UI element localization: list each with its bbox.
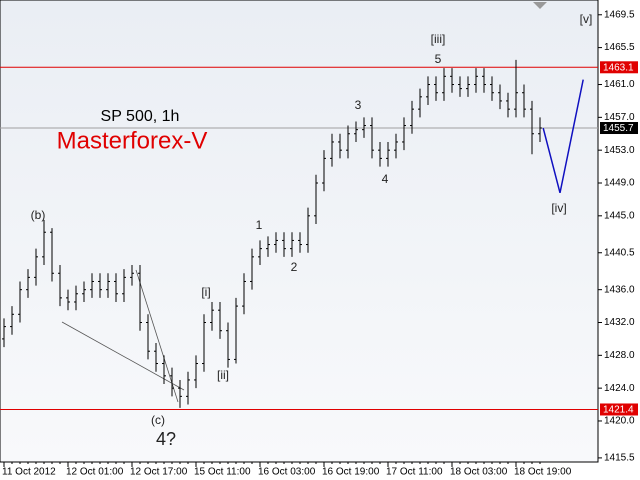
y-tick-label: 1465.5 [604,42,635,53]
x-tick-label: 12 Oct 01:00 [66,467,124,478]
x-tick-label: 11 Oct 2012 [2,467,56,478]
y-tick-label: 1440.5 [604,247,635,258]
x-tick-label: 15 Oct 11:00 [194,467,251,478]
y-tick-label: 1469.5 [604,9,635,20]
forecast-line [542,79,584,194]
wave-label: 1 [256,218,263,232]
chart-title: SP 500, 1h [101,108,180,125]
y-tick-label: 1445.0 [604,210,635,221]
wave-label: (c) [151,413,165,427]
wave-label: 3 [355,98,362,112]
x-tick-label: 17 Oct 11:00 [386,467,443,478]
y-tick-label: 1415.5 [604,453,635,464]
y-tick-label: 1461.0 [604,79,635,90]
price-box [600,403,638,416]
y-tick-label: 1457.0 [604,112,635,123]
chart-subtitle: Masterforex-V [57,127,208,154]
wave-label: [v] [580,12,593,26]
wave-label: [iv] [551,201,566,215]
wave-label: 5 [435,52,442,66]
wave-label: [i] [201,285,210,299]
price-label: 1463.1 [603,62,634,73]
wave-label: [iii] [431,32,446,46]
price-label: 1421.4 [603,405,634,416]
y-tick-label: 1436.0 [604,284,635,295]
wave-label: [ii] [217,368,229,382]
x-tick-label: 18 Oct 19:00 [514,467,572,478]
wave-label: (b) [31,208,46,222]
wave-label: 4? [156,429,176,449]
trend-line [135,269,179,403]
wave-label: 4 [382,172,389,186]
price-box [600,61,638,74]
x-tick-label: 12 Oct 17:00 [130,467,188,478]
x-tick-label: 16 Oct 03:00 [258,467,316,478]
shift-icon [533,2,547,9]
y-tick-label: 1449.0 [604,178,635,189]
y-tick-label: 1432.0 [604,317,635,328]
price-box [600,122,638,135]
y-tick-label: 1424.0 [604,383,635,394]
price-label: 1455.7 [603,123,634,134]
y-tick-label: 1453.0 [604,145,635,156]
x-tick-label: 16 Oct 19:00 [322,467,380,478]
wave-label: 2 [291,260,298,274]
plot-area [0,0,599,463]
x-tick-label: 18 Oct 03:00 [450,467,508,478]
y-tick-label: 1428.0 [604,350,635,361]
y-tick-label: 1420.0 [604,416,635,427]
